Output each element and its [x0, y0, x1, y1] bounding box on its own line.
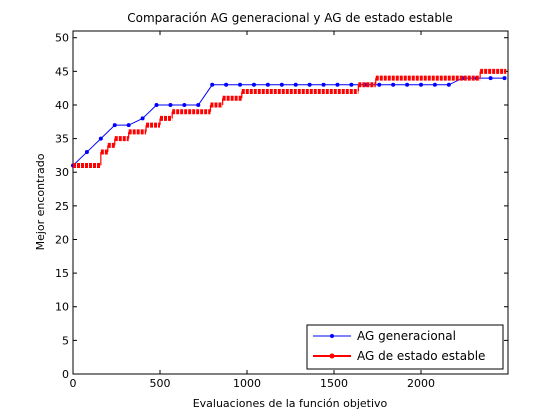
series-layer: [71, 68, 507, 169]
y-tick-label: 10: [55, 301, 69, 314]
y-tick-label: 20: [55, 233, 69, 246]
legend-marker-generacional: [330, 334, 334, 338]
point-generacional: [224, 82, 229, 87]
point-generacional: [196, 102, 201, 107]
point-generacional: [98, 136, 103, 141]
point-generacional: [293, 82, 298, 87]
y-tick-label: 15: [55, 267, 69, 280]
point-generacional: [307, 82, 312, 87]
point-generacional: [84, 150, 89, 155]
x-tick-label: 1000: [233, 377, 261, 390]
x-tick-label: 1500: [320, 377, 348, 390]
point-generacional: [168, 102, 173, 107]
point-generacional: [251, 82, 256, 87]
point-generacional: [405, 82, 410, 87]
point-generacional: [488, 76, 493, 81]
point-generacional: [446, 82, 451, 87]
point-generacional: [154, 102, 159, 107]
y-tick-label: 0: [62, 368, 69, 381]
legend-box: [306, 324, 504, 370]
point-generacional: [210, 82, 215, 87]
point-generacional: [279, 82, 284, 87]
y-tick-label: 30: [55, 166, 69, 179]
point-generacional: [140, 116, 145, 121]
series-line-generacional: [72, 77, 505, 166]
y-tick-label: 25: [55, 200, 69, 213]
legend-label-generacional: AG generacional: [357, 329, 456, 343]
point-generacional: [112, 123, 117, 128]
plot-area: [72, 30, 509, 375]
y-tick-label: 35: [55, 133, 69, 146]
point-generacional: [126, 123, 131, 128]
x-tick-label: 2000: [407, 377, 435, 390]
y-tick-label: 50: [55, 32, 69, 45]
x-tick-label: 0: [70, 377, 77, 390]
x-tick-label: 500: [150, 377, 171, 390]
point-generacional: [335, 82, 340, 87]
point-generacional: [432, 82, 437, 87]
point-generacional: [238, 82, 243, 87]
point-generacional: [321, 82, 326, 87]
y-tick-label: 5: [62, 334, 69, 347]
y-axis-label: Mejor encontrado: [34, 153, 47, 250]
point-generacional: [182, 102, 187, 107]
point-generacional: [502, 76, 507, 81]
legend: AG generacional AG de estado estable: [306, 324, 504, 370]
legend-marker-estable: [329, 353, 335, 359]
point-generacional: [265, 82, 270, 87]
y-tick-label: 40: [55, 99, 69, 112]
y-axis-ticks: 0 5 10 15 20 25 30 35 40 45 50: [55, 32, 508, 381]
point-generacional: [349, 82, 354, 87]
point-generacional: [391, 82, 396, 87]
y-tick-label: 45: [55, 65, 69, 78]
x-axis-ticks: 0 500 1000 1500 2000: [70, 31, 435, 390]
point-generacional: [377, 82, 382, 87]
point-generacional: [419, 82, 423, 87]
chart-title: Comparación AG generacional y AG de esta…: [127, 11, 452, 25]
legend-label-estable: AG de estado estable: [357, 349, 485, 363]
x-axis-label: Evaluaciones de la función objetivo: [193, 397, 388, 410]
